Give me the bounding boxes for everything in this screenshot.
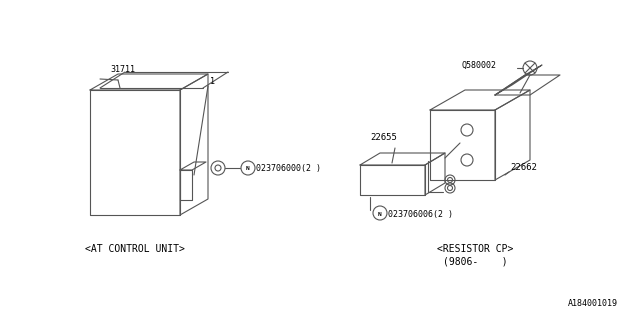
Text: 22655: 22655 — [370, 133, 397, 142]
Text: 31711: 31711 — [110, 65, 135, 74]
Text: 1: 1 — [210, 77, 215, 86]
Text: 22662: 22662 — [510, 163, 537, 172]
Text: 023706000(2 ): 023706000(2 ) — [256, 164, 321, 173]
Text: N: N — [378, 212, 382, 217]
Text: <RESISTOR CP>: <RESISTOR CP> — [437, 244, 513, 254]
Text: Q580002: Q580002 — [462, 61, 497, 70]
Text: A184001019: A184001019 — [568, 299, 618, 308]
Text: <AT CONTROL UNIT>: <AT CONTROL UNIT> — [85, 244, 185, 254]
Text: N: N — [246, 166, 250, 172]
Text: 023706006(2 ): 023706006(2 ) — [388, 210, 453, 219]
Text: (9806-    ): (9806- ) — [443, 256, 508, 266]
